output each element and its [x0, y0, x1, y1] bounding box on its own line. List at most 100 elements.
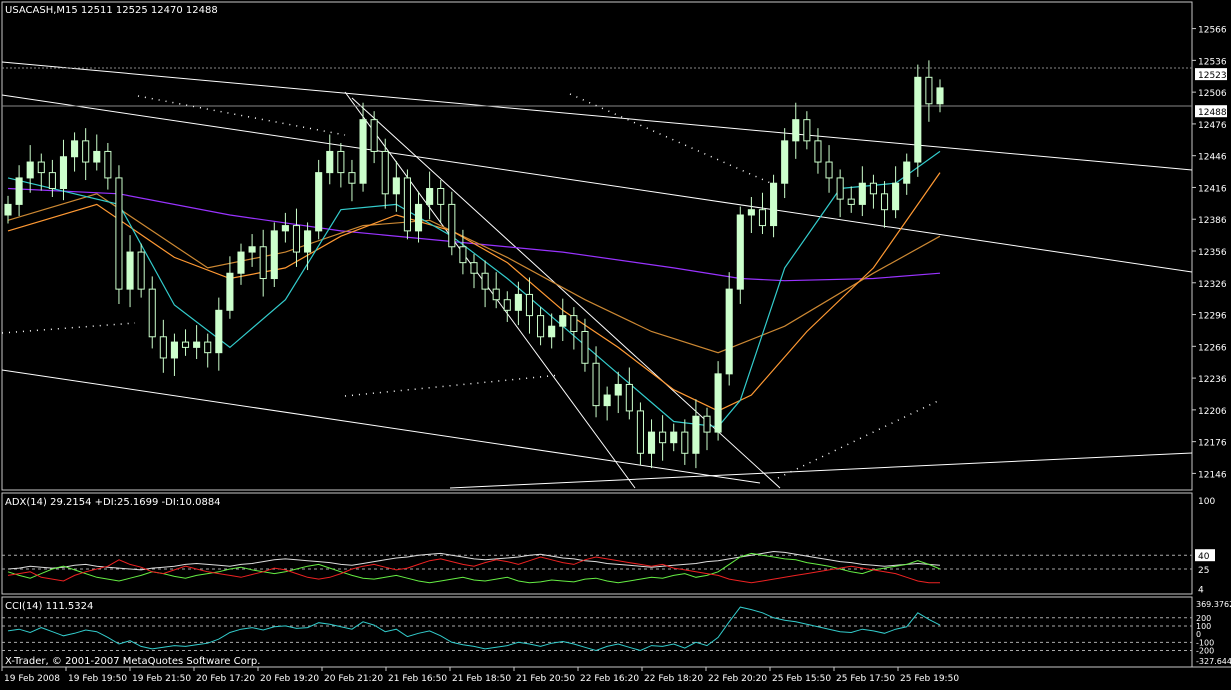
candle[interactable]: [869, 174, 877, 209]
candle[interactable]: [814, 128, 822, 174]
candle[interactable]: [836, 169, 844, 218]
candle[interactable]: [193, 325, 201, 360]
candle[interactable]: [614, 371, 622, 414]
candle[interactable]: [204, 333, 212, 368]
candle[interactable]: [459, 229, 467, 275]
candle[interactable]: [82, 128, 90, 181]
trend-lines[interactable]: [1, 61, 1193, 489]
candle[interactable]: [115, 165, 123, 304]
candle[interactable]: [703, 407, 711, 451]
candle[interactable]: [692, 399, 700, 469]
candle[interactable]: [603, 386, 611, 421]
candle[interactable]: [936, 79, 944, 113]
candle[interactable]: [792, 102, 800, 159]
candle[interactable]: [636, 402, 644, 465]
candle[interactable]: [359, 102, 367, 192]
trend-line-mid[interactable]: [1, 94, 1193, 273]
candle[interactable]: [292, 208, 301, 267]
channel-line-a[interactable]: [344, 91, 636, 489]
candle[interactable]: [925, 60, 933, 122]
candle[interactable]: [270, 222, 278, 288]
candle[interactable]: [448, 191, 456, 256]
candle[interactable]: [170, 333, 178, 376]
candle[interactable]: [59, 139, 68, 201]
candle[interactable]: [548, 313, 556, 349]
candle[interactable]: [581, 318, 589, 372]
trend-line-upper[interactable]: [1, 61, 1193, 171]
candle[interactable]: [736, 206, 744, 304]
candle[interactable]: [659, 415, 667, 461]
candle[interactable]: [770, 174, 778, 238]
candle[interactable]: [104, 142, 112, 190]
candle[interactable]: [26, 145, 34, 193]
candle[interactable]: [625, 367, 633, 420]
candle[interactable]: [4, 195, 12, 224]
candle[interactable]: [803, 111, 811, 150]
candle[interactable]: [903, 153, 911, 195]
candle[interactable]: [370, 111, 378, 164]
candle[interactable]: [847, 186, 855, 213]
candle[interactable]: [880, 181, 889, 228]
candle[interactable]: [647, 419, 656, 469]
candle[interactable]: [237, 243, 245, 285]
candle-body: [448, 203, 456, 248]
candle[interactable]: [514, 281, 522, 326]
cci-tick-label: 200: [1196, 614, 1211, 623]
candle[interactable]: [747, 196, 755, 233]
candle[interactable]: [426, 171, 434, 220]
candle[interactable]: [725, 272, 733, 386]
candle[interactable]: [559, 298, 567, 342]
candle[interactable]: [403, 169, 411, 240]
candle[interactable]: [93, 134, 101, 171]
candle[interactable]: [337, 142, 345, 188]
candle[interactable]: [537, 307, 545, 346]
candle[interactable]: [15, 165, 23, 217]
candle[interactable]: [414, 191, 423, 243]
candle[interactable]: [481, 260, 489, 308]
candle[interactable]: [215, 297, 223, 371]
candle[interactable]: [281, 212, 289, 243]
candle-body: [869, 182, 877, 195]
candle[interactable]: [570, 307, 578, 350]
candle[interactable]: [259, 229, 267, 297]
candle[interactable]: [670, 423, 678, 452]
candle[interactable]: [48, 159, 56, 197]
candle[interactable]: [181, 329, 190, 356]
candle[interactable]: [71, 132, 79, 172]
candle[interactable]: [681, 419, 689, 465]
candle[interactable]: [226, 256, 234, 319]
candle-body: [71, 140, 79, 158]
candle[interactable]: [858, 166, 866, 217]
candle[interactable]: [758, 192, 767, 235]
candle[interactable]: [892, 166, 900, 219]
candle[interactable]: [914, 64, 922, 177]
candle[interactable]: [437, 180, 445, 223]
candle[interactable]: [592, 346, 600, 418]
candle[interactable]: [392, 160, 400, 212]
candle[interactable]: [348, 159, 356, 202]
price-tick-label: 12536: [1198, 57, 1227, 67]
candle[interactable]: [126, 235, 134, 308]
candle[interactable]: [503, 291, 511, 322]
candle[interactable]: [159, 319, 167, 373]
candle[interactable]: [315, 159, 323, 240]
candle[interactable]: [304, 222, 312, 271]
candle[interactable]: [470, 254, 478, 289]
candle[interactable]: [781, 128, 789, 199]
candles[interactable]: [4, 60, 944, 469]
candle[interactable]: [148, 276, 156, 349]
candle[interactable]: [137, 243, 145, 298]
candle[interactable]: [37, 153, 45, 191]
candle[interactable]: [525, 277, 534, 334]
candle[interactable]: [492, 272, 500, 309]
candle[interactable]: [825, 145, 833, 193]
candle[interactable]: [326, 134, 334, 185]
trend-line-lower[interactable]: [1, 369, 761, 484]
candle[interactable]: [714, 361, 722, 441]
candle[interactable]: [381, 138, 389, 209]
trend-line-base[interactable]: [449, 452, 1193, 489]
candle[interactable]: [248, 234, 256, 267]
